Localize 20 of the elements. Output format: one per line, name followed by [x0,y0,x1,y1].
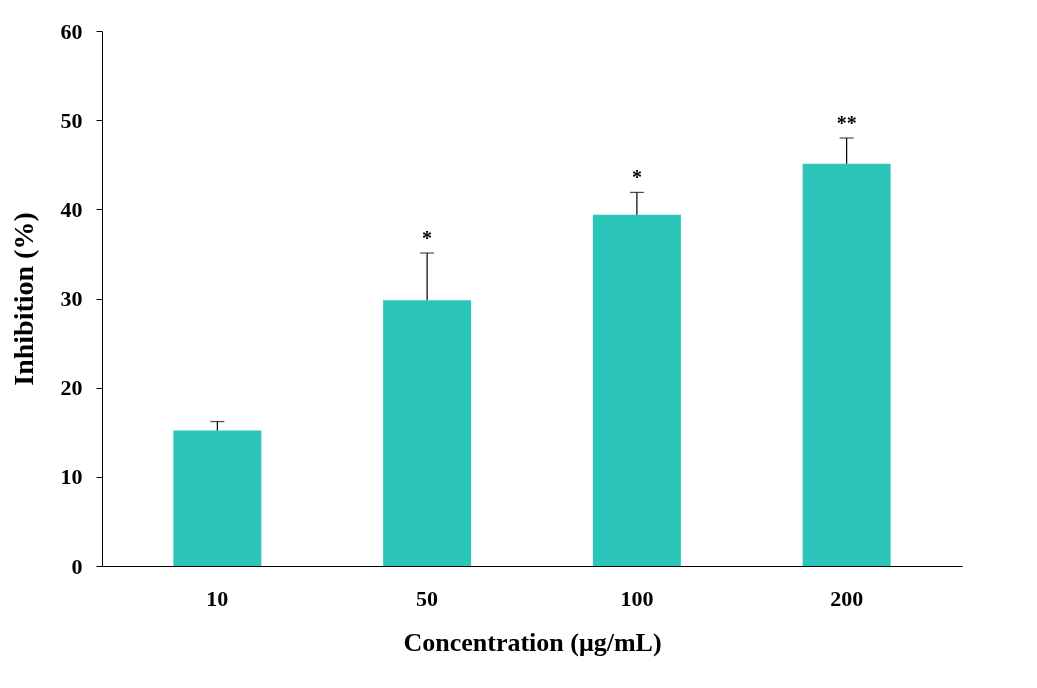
annotation: * [631,166,642,189]
annotation: * [422,227,433,250]
bar [383,300,472,566]
y-tick-label: 60 [60,18,83,44]
bar [802,163,891,566]
y-axis-title: Inhibition (%) [7,212,39,386]
y-tick-label: 30 [60,286,83,311]
x-tick-label: 200 [830,585,864,611]
x-tick-label: 10 [206,585,229,611]
x-axis-title: Concentration (μg/mL) [403,627,662,657]
y-tick-label: 20 [60,375,83,401]
y-tick-label: 10 [60,464,83,490]
y-tick-label: 40 [60,196,83,222]
bar [173,430,262,566]
annotation: ** [836,112,857,134]
y-tick-label: 0 [71,553,83,579]
x-tick-label: 50 [416,585,439,611]
x-tick-label: 100 [620,585,654,611]
bar [592,214,681,566]
y-tick-label: 50 [60,107,83,133]
